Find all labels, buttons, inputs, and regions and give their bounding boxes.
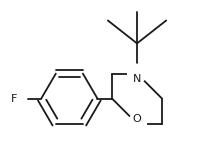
Circle shape	[128, 114, 146, 133]
Text: O: O	[133, 114, 141, 124]
Text: N: N	[133, 74, 141, 84]
Circle shape	[128, 64, 146, 83]
Text: F: F	[11, 94, 17, 104]
Circle shape	[8, 89, 27, 108]
